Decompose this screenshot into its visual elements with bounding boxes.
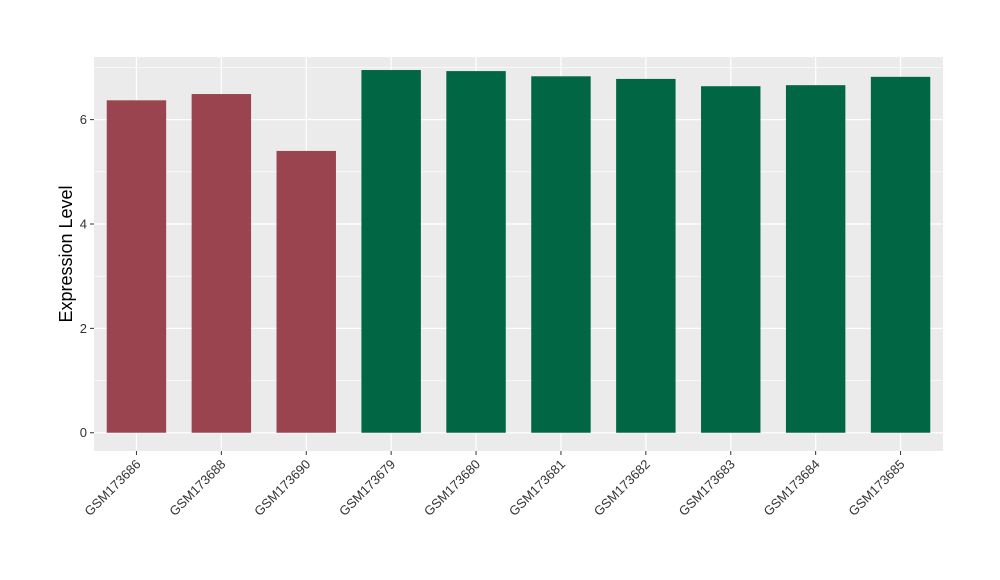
bar-GSM173685 [870,76,931,433]
bar-GSM173690 [276,150,336,433]
bar-GSM173682 [616,78,676,433]
bar-GSM173680 [446,71,506,433]
y-tick-label: 4 [80,216,87,231]
x-tick-label: GSM173686 [81,457,143,519]
bar-GSM173688 [191,94,252,433]
x-tick-label: GSM173682 [591,457,653,519]
y-tick-label: 0 [80,425,87,440]
y-axis-title: Expression Level [56,185,76,322]
y-tick-label: 6 [80,112,87,127]
x-tick-label: GSM173681 [506,457,568,519]
y-axis: 0 2 4 6 [80,112,94,440]
bar-GSM173679 [361,70,421,433]
x-tick-label: GSM173684 [761,457,823,519]
y-tick-label: 2 [80,321,87,336]
x-tick-label: GSM173683 [676,457,738,519]
x-tick-label: GSM173680 [421,457,483,519]
x-tick-label: GSM173685 [845,457,907,519]
bar-GSM173684 [785,85,846,433]
bar-GSM173683 [701,86,761,433]
x-tick-label: GSM173688 [166,457,228,519]
x-tick-label: GSM173679 [336,457,398,519]
bar-GSM173681 [531,76,591,433]
x-tick-label: GSM173690 [251,457,313,519]
bars [106,70,931,433]
bar-GSM173686 [106,100,167,433]
x-axis: GSM173686 GSM173688 GSM173690 GSM173679 GSM1… [81,451,908,519]
